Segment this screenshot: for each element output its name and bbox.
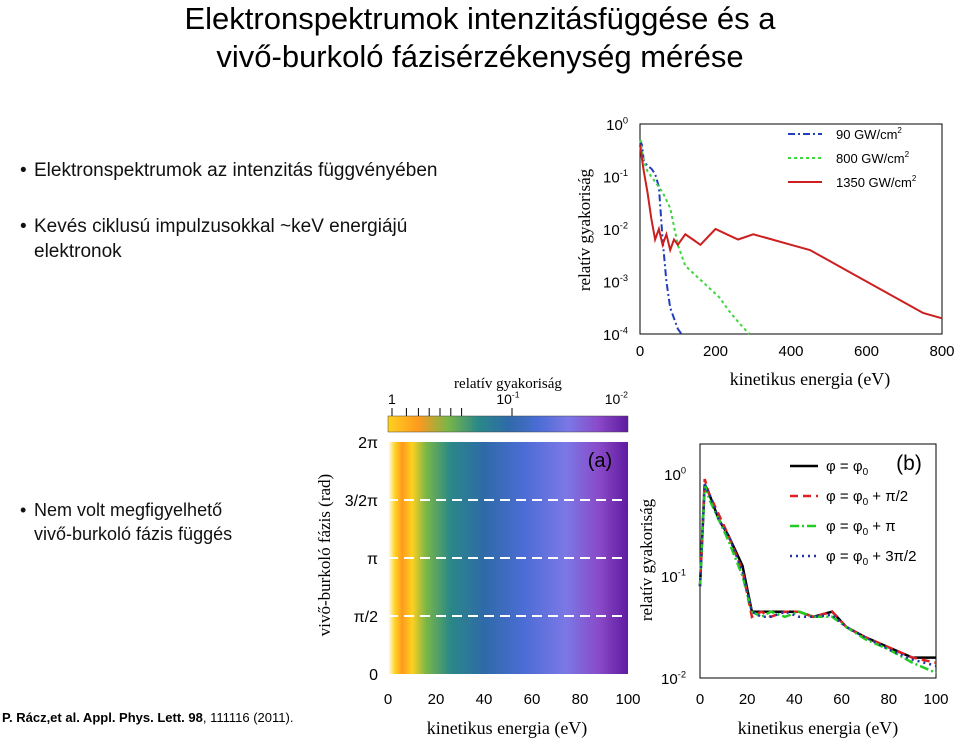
bullet-2: • Kevés ciklusú impulzusokkal ~keV energ… [20,214,408,264]
x-tick-label: 800 [929,343,954,360]
colorbar-ticks [391,408,513,416]
colorbar-tick-labels: 1 10-1 10-2 [388,390,628,407]
panel-label-a: (a) [588,450,612,472]
x-tick-label: 0 [636,343,644,360]
legend-label-4: φ = φ0 + 3π/2 [826,548,916,568]
x-tick-label: 100 [615,691,640,708]
x-axis-label: kinetikus energia (eV) [738,718,899,739]
y-axis-label: relatív gyakoriság [637,498,656,621]
x-tick-label: 400 [778,343,803,360]
bullet-1-text: Elektronspektrumok az intenzitás függvén… [34,160,438,181]
y-tick-label: 10-2 [603,220,628,239]
bullet-3-text-line-2: vivő-burkoló fázis függés [34,524,233,544]
series-line-1 [639,139,683,335]
legend-label-1: φ = φ0 [826,458,869,478]
bullet-dot: • [20,500,27,520]
legend-label-2: 800 GW/cm2 [836,150,910,166]
citation-authors: P. Rácz,et al. Appl. Phys. Lett. [2,710,189,725]
x-tick-label: 0 [696,691,704,708]
phase-spectrum-chart: 0 20 40 60 80 100 100 10-1 10-2 φ = φ0 φ = φ0 + … [637,443,949,739]
x-tick-label: 100 [923,691,948,708]
citation-rest: , 111116 (2011). [202,710,294,725]
bullet-2-text-line-1: Kevés ciklusú impulzusokkal ~keV energiá… [34,216,408,237]
y-tick-labels: 0 π/2 π 3/2π 2π [345,435,378,684]
x-tick-label: 40 [476,691,493,708]
x-tick-label: 0 [384,691,392,708]
y-tick-label: π/2 [354,609,378,626]
colorbar-tick-label: 1 [388,391,396,407]
y-axis-label: vivő-burkoló fázis (rad) [315,474,334,636]
legend-label-2: φ = φ0 + π/2 [826,488,908,508]
y-tick-label: 100 [606,115,628,134]
phase-gridlines [388,499,628,617]
bullet-3: • Nem volt megfigyelhető vivő-burkoló fá… [20,498,233,546]
series-line-4 [698,483,937,668]
x-axis-label: kinetikus energia (eV) [730,369,891,390]
x-tick-labels: 0 20 40 60 80 100 [384,691,641,708]
y-tick-labels: 100 10-1 10-2 [661,465,686,688]
colorbar [387,415,629,433]
legend-label-1: 90 GW/cm2 [836,126,902,142]
colorbar-label: relatív gyakoriság [454,376,562,392]
x-tick-labels: 0 200 400 600 800 [636,343,955,360]
bullet-3-text-line-1: Nem volt megfigyelhető [34,500,223,520]
legend-label-3: φ = φ0 + π [826,518,896,538]
bullet-1: • Elektronspektrumok az intenzitás függv… [20,158,438,183]
bullet-2-text-line-2: elektronok [34,241,122,262]
y-axis-label: relatív gyakoriság [575,168,594,291]
slide-title-line-2: vivő-burkoló fázisérzékenység mérése [216,39,744,74]
bullet-dot: • [20,160,27,181]
bullet-dot: • [20,216,27,237]
y-tick-label: 10-1 [661,567,686,586]
slide-title: Elektronspektrumok intenzitásfüggése és … [0,0,960,76]
y-tick-label: 3/2π [345,493,378,510]
x-tick-label: 60 [833,691,850,708]
x-axis-label: kinetikus energia (eV) [427,718,588,739]
series-lines [698,478,937,675]
citation-volume: 98 [188,710,203,725]
y-tick-label: 10-2 [661,669,686,688]
y-tick-label: 2π [358,435,378,452]
series-lines [639,139,943,335]
colorbar-tick-label: 10-1 [496,390,519,407]
legend: 90 GW/cm2 800 GW/cm2 1350 GW/cm2 [788,126,917,190]
series-line-3 [639,144,943,320]
x-tick-label: 80 [880,691,897,708]
phase-heatmap-chart: relatív gyakoriság 1 10-1 10-2 0 π/2 π 3/2π 2π… [315,376,641,739]
y-tick-label: 0 [369,667,378,684]
y-tick-label: 10-3 [603,273,628,292]
slide-title-line-1: Elektronspektrumok intenzitásfüggése és … [184,1,776,36]
x-tick-label: 20 [739,691,756,708]
x-tick-label: 200 [703,343,728,360]
intensity-spectrum-chart: 0 200 400 600 800 100 10-1 10-2 10-3 10-4 90 GW/… [575,115,955,390]
x-tick-label: 20 [428,691,445,708]
x-tick-label: 60 [524,691,541,708]
series-line-2 [639,139,751,335]
x-tick-label: 80 [572,691,589,708]
x-tick-label: 600 [854,343,879,360]
legend: φ = φ0 φ = φ0 + π/2 φ = φ0 + π φ = φ0 + 3π/… [790,458,916,568]
y-tick-label: π [367,551,378,568]
colorbar-tick-label: 10-2 [605,390,628,407]
y-tick-labels: 100 10-1 10-2 10-3 10-4 [603,115,628,344]
x-tick-label: 40 [786,691,803,708]
y-tick-label: 100 [664,465,686,484]
legend-label-3: 1350 GW/cm2 [836,174,917,190]
panel-label-b: (b) [896,452,922,475]
y-tick-label: 10-1 [603,168,628,187]
x-tick-labels: 0 20 40 60 80 100 [696,691,949,708]
series-line-3 [698,483,937,675]
y-tick-label: 10-4 [603,325,628,344]
citation: P. Rácz,et al. Appl. Phys. Lett. 98, 111… [2,710,293,725]
